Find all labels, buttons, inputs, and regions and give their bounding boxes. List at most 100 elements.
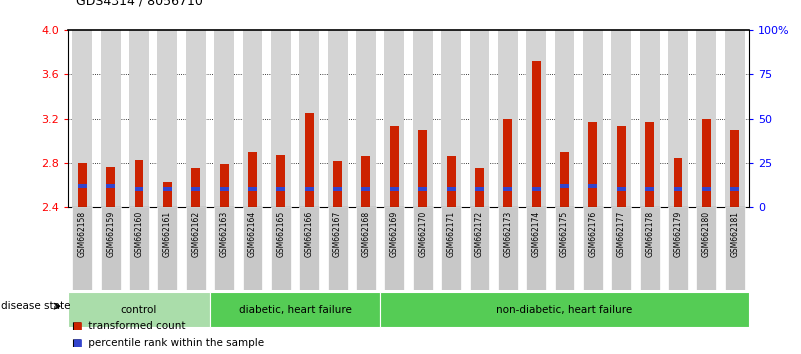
Bar <box>186 207 206 290</box>
Bar <box>356 30 376 207</box>
Bar <box>384 207 405 290</box>
Bar <box>129 30 149 207</box>
Text: ■  transformed count: ■ transformed count <box>72 321 186 331</box>
Bar <box>333 161 342 207</box>
Bar <box>526 30 546 207</box>
Bar <box>219 188 228 191</box>
Bar <box>129 207 149 290</box>
Text: ■: ■ <box>72 338 82 348</box>
Text: GSM662176: GSM662176 <box>589 211 598 257</box>
Text: ■  percentile rank within the sample: ■ percentile rank within the sample <box>72 338 264 348</box>
Bar <box>107 167 115 207</box>
Bar <box>611 30 631 207</box>
Bar <box>356 207 376 290</box>
Bar <box>210 292 380 327</box>
Bar <box>333 188 342 191</box>
Bar <box>418 188 427 191</box>
Bar <box>503 119 513 207</box>
Bar <box>447 156 456 207</box>
Text: GSM662159: GSM662159 <box>107 211 115 257</box>
Bar <box>668 30 688 207</box>
Bar <box>702 188 710 191</box>
Bar <box>304 113 314 207</box>
Text: GSM662168: GSM662168 <box>361 211 370 257</box>
Bar <box>498 207 517 290</box>
Text: disease state: disease state <box>1 301 70 311</box>
Text: GSM662166: GSM662166 <box>304 211 314 257</box>
Bar <box>163 188 172 191</box>
Bar <box>158 207 177 290</box>
Text: ■: ■ <box>72 321 82 331</box>
Text: GSM662163: GSM662163 <box>219 211 228 257</box>
Text: GSM662160: GSM662160 <box>135 211 143 257</box>
Bar <box>645 122 654 207</box>
Bar <box>413 207 433 290</box>
Text: GSM662175: GSM662175 <box>560 211 569 257</box>
Bar <box>696 30 716 207</box>
Bar <box>583 207 603 290</box>
Bar <box>645 188 654 191</box>
Text: non-diabetic, heart failure: non-diabetic, heart failure <box>497 305 633 315</box>
Bar <box>243 207 263 290</box>
Bar <box>589 122 598 207</box>
Text: GSM662171: GSM662171 <box>447 211 456 257</box>
Bar <box>78 184 87 188</box>
Bar <box>554 30 574 207</box>
Bar <box>135 188 143 191</box>
Text: GSM662177: GSM662177 <box>617 211 626 257</box>
Bar <box>640 30 659 207</box>
Bar <box>304 188 314 191</box>
Bar <box>78 163 87 207</box>
Bar <box>702 119 710 207</box>
Bar <box>72 30 92 207</box>
Bar <box>186 30 206 207</box>
Text: GSM662165: GSM662165 <box>276 211 285 257</box>
Bar <box>158 30 177 207</box>
Text: GSM662169: GSM662169 <box>390 211 399 257</box>
Bar <box>328 30 348 207</box>
Text: GSM662174: GSM662174 <box>532 211 541 257</box>
Bar <box>214 207 234 290</box>
Bar <box>271 30 291 207</box>
Text: GSM662158: GSM662158 <box>78 211 87 257</box>
Bar <box>243 30 263 207</box>
Bar <box>696 207 716 290</box>
Text: GSM662161: GSM662161 <box>163 211 172 257</box>
Bar <box>248 188 257 191</box>
Bar <box>219 164 228 207</box>
Bar <box>532 188 541 191</box>
Bar <box>328 207 348 290</box>
Text: GSM662167: GSM662167 <box>333 211 342 257</box>
Text: GSM662170: GSM662170 <box>418 211 427 257</box>
Bar <box>361 188 370 191</box>
Bar <box>469 207 489 290</box>
Bar <box>271 207 291 290</box>
Text: GSM662179: GSM662179 <box>674 211 682 257</box>
Bar <box>72 207 92 290</box>
Bar <box>611 207 631 290</box>
Bar <box>214 30 234 207</box>
Bar <box>418 130 427 207</box>
Bar <box>276 155 285 207</box>
Bar <box>361 156 370 207</box>
Bar <box>725 30 745 207</box>
Text: control: control <box>121 305 157 315</box>
Text: GSM662178: GSM662178 <box>645 211 654 257</box>
Bar <box>101 30 121 207</box>
Bar <box>526 207 546 290</box>
Bar <box>503 188 513 191</box>
Bar <box>532 61 541 207</box>
Text: GSM662173: GSM662173 <box>503 211 513 257</box>
Bar <box>617 126 626 207</box>
Bar <box>554 207 574 290</box>
Text: GSM662181: GSM662181 <box>731 211 739 257</box>
Bar <box>135 160 143 207</box>
Bar <box>191 169 200 207</box>
Text: GDS4314 / 8056710: GDS4314 / 8056710 <box>76 0 203 7</box>
Bar <box>163 182 172 207</box>
Bar <box>413 30 433 207</box>
Bar <box>640 207 659 290</box>
Bar <box>107 184 115 188</box>
Text: diabetic, heart failure: diabetic, heart failure <box>239 305 352 315</box>
Bar <box>589 184 598 188</box>
